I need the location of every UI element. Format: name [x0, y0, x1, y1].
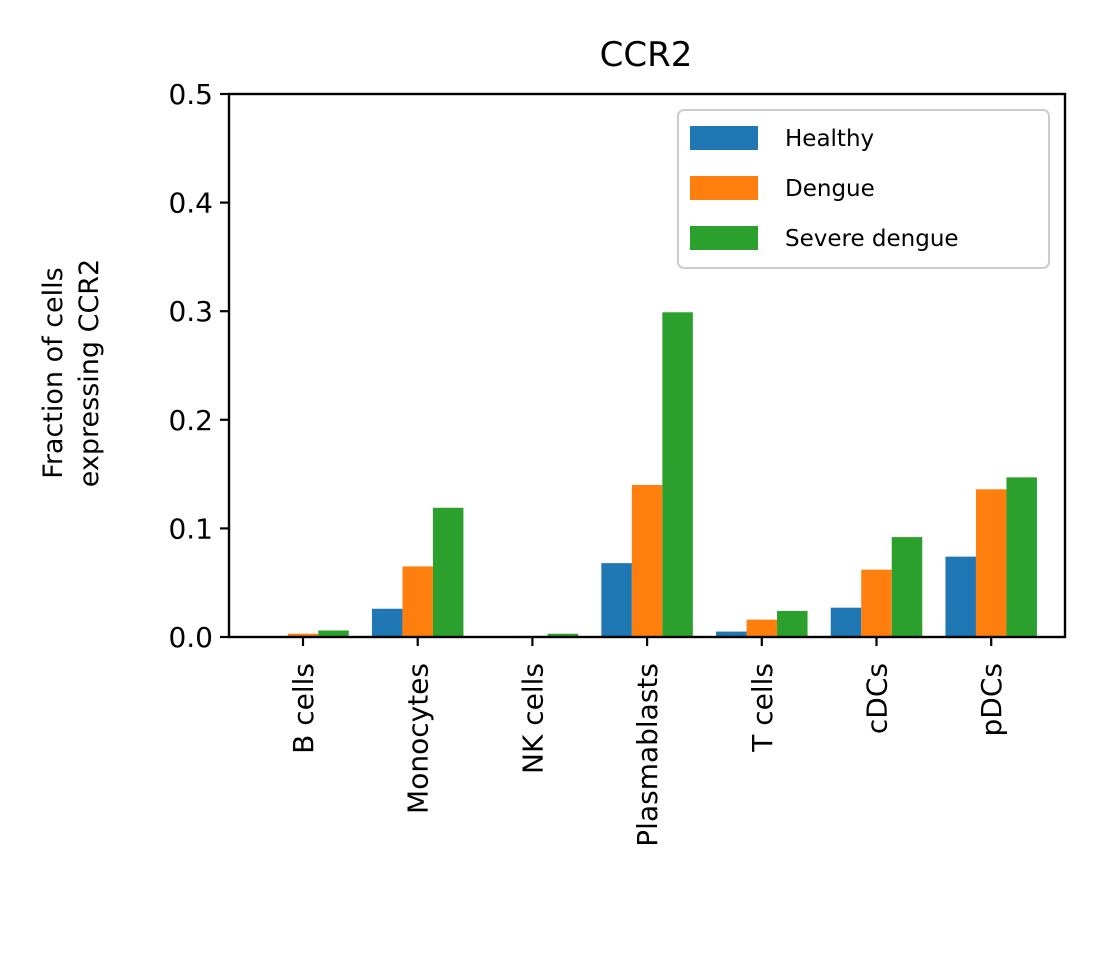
y-axis-label-line-1: Fraction of cells: [38, 267, 69, 479]
bars: [287, 312, 1037, 637]
legend-swatch-severe-dengue: [690, 226, 758, 250]
x-axis: B cells Monocytes NK cells Plasmablasts T ce…: [287, 637, 1008, 847]
bar-plasmablasts-severe-dengue: [662, 312, 693, 637]
y-tick-label: 0.2: [168, 404, 213, 437]
bar-b-cells-dengue: [287, 633, 319, 637]
x-tick-label: B cells: [287, 663, 320, 754]
plot-frame: [227, 92, 1067, 639]
legend-label: Dengue: [785, 176, 875, 202]
bar-pdcs-dengue: [975, 489, 1007, 637]
x-tick-label: Monocytes: [402, 663, 435, 814]
y-axis: 0.0 0.1 0.2 0.3 0.4 0.5: [168, 78, 229, 654]
bar-monocytes-dengue: [402, 566, 433, 637]
legend-label: Healthy: [785, 126, 874, 152]
bar-cdcs-dengue: [861, 569, 892, 637]
bar-t-cells-dengue: [746, 619, 778, 637]
y-axis-label: Fraction of cells expressing CCR2: [38, 259, 105, 488]
legend-swatch-healthy: [690, 126, 758, 150]
bar-monocytes-healthy: [371, 608, 403, 637]
y-tick-label: 0.3: [168, 295, 213, 328]
bar-pdcs-healthy: [945, 556, 976, 637]
legend: Healthy Dengue Severe dengue: [677, 109, 1050, 269]
x-tick-label: pDCs: [975, 663, 1008, 736]
y-axis-label-line-2: expressing CCR2: [74, 259, 105, 488]
bar-pdcs-severe-dengue: [1006, 477, 1037, 637]
x-tick-label: NK cells: [516, 663, 549, 774]
y-tick-label: 0.5: [168, 78, 213, 111]
y-tick-label: 0.0: [168, 621, 213, 654]
bar-b-cells-severe-dengue: [318, 630, 349, 637]
x-tick-label: cDCs: [861, 663, 894, 734]
y-tick-label: 0.4: [168, 187, 213, 220]
x-tick-label: T cells: [746, 663, 779, 753]
legend-box: [677, 109, 1050, 269]
y-tick-label: 0.1: [168, 512, 213, 545]
chart-title: CCR2: [600, 35, 693, 75]
bar-monocytes-severe-dengue: [432, 507, 464, 637]
bar-plasmablasts-healthy: [601, 563, 632, 637]
legend-swatch-dengue: [690, 176, 758, 200]
bar-nk-cells-severe-dengue: [547, 633, 579, 637]
bar-cdcs-severe-dengue: [891, 537, 923, 637]
legend-label: Severe dengue: [785, 226, 959, 252]
bar-cdcs-healthy: [830, 607, 862, 637]
bar-t-cells-severe-dengue: [777, 610, 808, 637]
bar-t-cells-healthy: [716, 631, 747, 637]
x-tick-label: Plasmablasts: [631, 663, 664, 847]
bar-plasmablasts-dengue: [631, 484, 663, 637]
